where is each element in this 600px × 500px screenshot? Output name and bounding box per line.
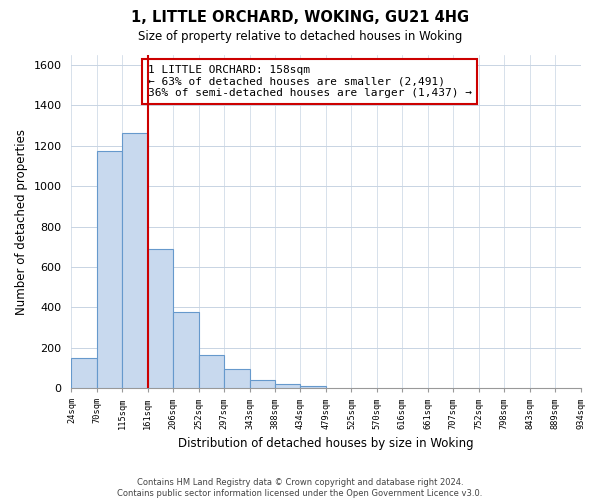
Bar [224, 370, 250, 388]
Text: 1 LITTLE ORCHARD: 158sqm
← 63% of detached houses are smaller (2,491)
36% of sem: 1 LITTLE ORCHARD: 158sqm ← 63% of detach… [148, 65, 472, 98]
Bar [173, 312, 199, 388]
Bar [148, 249, 173, 388]
Bar [301, 386, 326, 388]
Bar [71, 358, 97, 388]
Text: Contains HM Land Registry data © Crown copyright and database right 2024.
Contai: Contains HM Land Registry data © Crown c… [118, 478, 482, 498]
Text: 1, LITTLE ORCHARD, WOKING, GU21 4HG: 1, LITTLE ORCHARD, WOKING, GU21 4HG [131, 10, 469, 25]
Bar [275, 384, 301, 388]
Y-axis label: Number of detached properties: Number of detached properties [15, 128, 28, 314]
Text: Size of property relative to detached houses in Woking: Size of property relative to detached ho… [138, 30, 462, 43]
Bar [122, 132, 148, 388]
Bar [97, 151, 122, 388]
Bar [250, 380, 275, 388]
Bar [199, 355, 224, 388]
X-axis label: Distribution of detached houses by size in Woking: Distribution of detached houses by size … [178, 437, 474, 450]
